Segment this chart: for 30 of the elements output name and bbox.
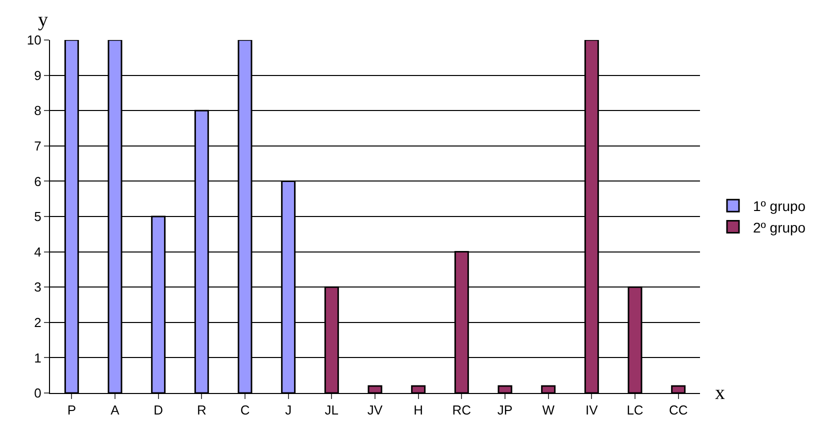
x-tick-label: D: [154, 402, 164, 418]
y-tick-label: 9: [34, 68, 42, 83]
y-tick-label: 0: [34, 386, 42, 401]
y-tick-label: 7: [34, 138, 42, 154]
x-tick-label: JP: [497, 402, 513, 418]
x-tick-label: P: [67, 402, 76, 418]
legend-label: 1º grupo: [753, 198, 806, 214]
y-tick-label: 4: [34, 244, 42, 260]
y-tick-label: 6: [34, 174, 42, 189]
x-tick-label: R: [196, 402, 206, 418]
y-tick-label: 2: [34, 314, 42, 330]
x-tick-label: JV: [367, 402, 383, 418]
x-tick-label: W: [542, 402, 556, 418]
y-tick-label: 3: [34, 280, 42, 295]
y-tick-label: 1: [34, 350, 42, 366]
x-tick-label: JL: [324, 402, 339, 418]
legend-label: 2º grupo: [753, 219, 806, 236]
y-axis-title: y: [38, 9, 48, 31]
x-tick-label: A: [110, 402, 120, 418]
x-tick-label: CC: [668, 402, 688, 418]
x-tick-label: C: [240, 402, 250, 418]
x-tick-label: LC: [626, 402, 644, 418]
x-tick-label: H: [414, 402, 424, 418]
x-tick-label: RC: [452, 402, 472, 418]
x-tick-label: J: [285, 402, 292, 418]
y-tick-label: 5: [34, 209, 42, 224]
x-tick-label: IV: [586, 402, 598, 418]
y-tick-label: 10: [26, 32, 42, 48]
x-axis-title: x: [715, 382, 725, 404]
y-tick-label: 8: [34, 103, 42, 118]
